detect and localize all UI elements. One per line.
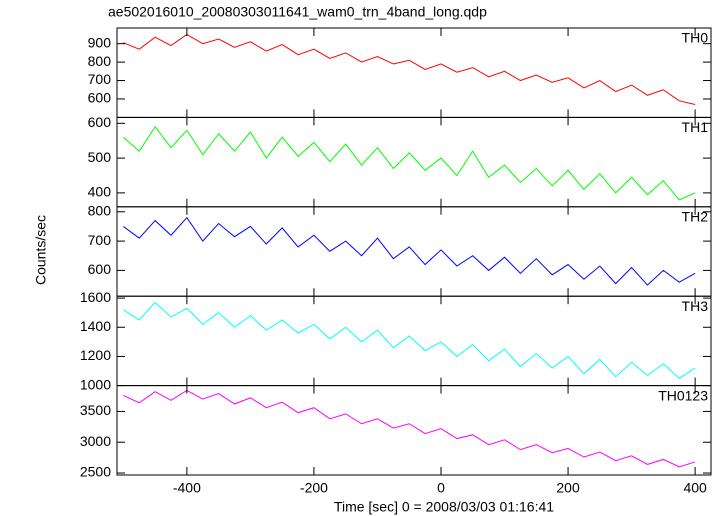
- y-tick-label: 3500: [80, 402, 111, 418]
- panel-frame: [116, 116, 712, 208]
- y-tick-label: 2500: [80, 464, 111, 480]
- y-tick-label: 800: [88, 53, 112, 69]
- data-line: [123, 33, 696, 105]
- x-tick-label: -400: [173, 480, 201, 496]
- y-tick-label: 1400: [80, 318, 111, 334]
- x-axis-label: Time [sec] 0 = 2008/03/03 01:16:41: [334, 499, 554, 515]
- data-line: [123, 216, 696, 286]
- y-tick-label: 600: [88, 114, 112, 130]
- y-tick-label: 600: [88, 90, 112, 106]
- y-tick-label: 800: [88, 202, 112, 218]
- x-tick-label: 200: [556, 480, 580, 496]
- data-line: [123, 125, 696, 201]
- y-tick-label: 700: [88, 232, 112, 248]
- legend-label: TH2: [682, 209, 709, 225]
- legend-label: TH0123: [658, 387, 708, 403]
- y-tick-label: 400: [88, 184, 112, 200]
- y-tick-label: 1200: [80, 347, 111, 363]
- y-tick-label: 1600: [80, 289, 111, 305]
- x-tick-label: 0: [437, 480, 445, 496]
- y-tick-label: 700: [88, 71, 112, 87]
- data-line: [123, 301, 696, 379]
- y-tick-label: 1000: [80, 376, 111, 392]
- x-tick-label: 400: [683, 480, 707, 496]
- panel-frame: [116, 385, 712, 476]
- data-line: [123, 389, 696, 468]
- legend-label: TH3: [682, 298, 709, 314]
- legend-label: TH1: [682, 119, 709, 135]
- y-axis-label: Counts/sec: [33, 215, 49, 285]
- chart-title: ae502016010_20080303011641_wam0_trn_4ban…: [108, 4, 487, 20]
- y-tick-label: 600: [88, 261, 112, 277]
- x-tick-label: -200: [300, 480, 328, 496]
- panel-frame: [116, 27, 712, 118]
- y-tick-label: 500: [88, 149, 112, 165]
- y-tick-label: 900: [88, 34, 112, 50]
- y-tick-label: 3000: [80, 433, 111, 449]
- legend-label: TH0: [682, 30, 709, 46]
